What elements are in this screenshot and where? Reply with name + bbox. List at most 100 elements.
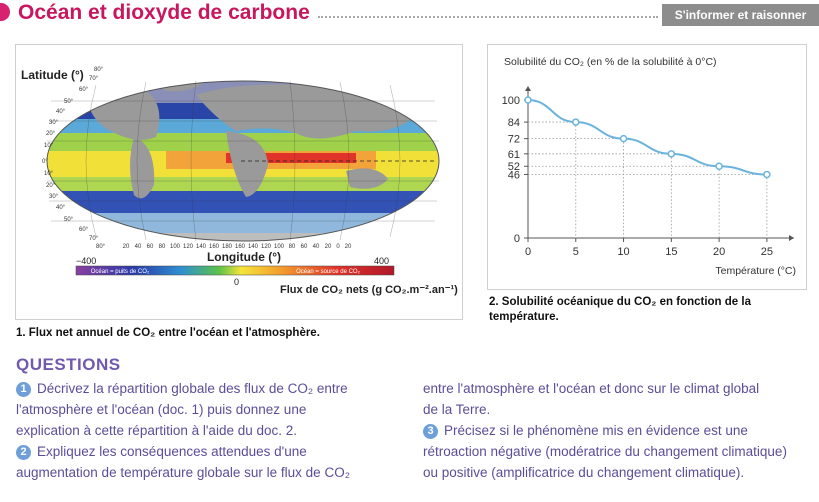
lon-tick: 140 bbox=[248, 244, 259, 250]
title-divider bbox=[318, 8, 658, 18]
question-line: entre l'atmosphère et l'océan et donc su… bbox=[423, 381, 760, 396]
lon-tick: 40 bbox=[313, 244, 320, 250]
latitude-label: Latitude (°) bbox=[21, 68, 84, 82]
lon-tick: 180 bbox=[222, 244, 233, 250]
question-2-continued: entre l'atmosphère et l'océan et donc su… bbox=[423, 378, 815, 483]
question-line: rétroaction négative (modératrice du cha… bbox=[423, 444, 787, 459]
question-line: explication à cette répartition à l'aide… bbox=[16, 423, 298, 438]
question-1: 1 Décrivez la répartition globale des flu… bbox=[16, 378, 411, 483]
lat-tick: 30° bbox=[49, 120, 59, 126]
data-point bbox=[524, 96, 532, 104]
lat-tick: 10° bbox=[44, 171, 54, 177]
lon-tick: 140 bbox=[196, 244, 207, 250]
solubility-chart-panel: Solubilité du CO₂ (en % de la solubilité… bbox=[487, 44, 807, 290]
map-flux-field bbox=[47, 81, 439, 241]
question-line: Décrivez la répartition globale des flux… bbox=[37, 381, 348, 396]
lon-tick: 80 bbox=[289, 244, 296, 250]
flux-color-scale bbox=[75, 265, 395, 276]
y-axis-arrow bbox=[525, 86, 531, 91]
lat-tick: 30° bbox=[49, 194, 59, 200]
question-line: l'atmosphère et l'océan (doc. 1) puis do… bbox=[16, 402, 307, 417]
x-axis-arrow bbox=[789, 235, 794, 241]
chart-axes bbox=[525, 86, 794, 241]
chart-series bbox=[524, 96, 771, 179]
solubility-chart: Solubilité du CO₂ (en % de la solubilité… bbox=[502, 56, 796, 277]
question-line: Expliquez les conséquences attendues d'u… bbox=[37, 444, 307, 459]
co2-flux-map-panel: Latitude (°) 80° 70° 60° 50° 40° 30° 20°… bbox=[15, 44, 463, 320]
lat-tick: 20° bbox=[46, 183, 56, 189]
latitude-ticks: 80° 70° 60° 50° 40° 30° 20° 10° 0° 10° 2… bbox=[42, 67, 106, 250]
lat-tick: 70° bbox=[89, 236, 99, 242]
scale-sink-label: Océan = puits de CO₂ bbox=[91, 269, 150, 275]
y-tick-label: 100 bbox=[502, 95, 520, 107]
longitude-label: Longitude (°) bbox=[207, 250, 281, 264]
lat-tick: 10° bbox=[44, 143, 54, 149]
data-point bbox=[667, 150, 676, 158]
lon-tick: 160 bbox=[209, 244, 220, 250]
question-line: ou positive (amplificatrice du changemen… bbox=[423, 465, 745, 480]
lon-tick: 80 bbox=[159, 244, 166, 250]
x-tick-label: 0 bbox=[525, 246, 531, 258]
map-graticule bbox=[47, 80, 439, 242]
solubility-curve bbox=[527, 99, 767, 176]
x-tick-label: 25 bbox=[761, 246, 773, 258]
doc1-caption: 1. Flux net annuel de CO₂ entre l'océan … bbox=[16, 327, 320, 339]
lon-tick: 0 bbox=[336, 244, 340, 250]
lon-tick: 60 bbox=[301, 244, 308, 250]
lat-tick: 80° bbox=[94, 67, 104, 73]
lat-tick: 50° bbox=[64, 217, 74, 223]
question-line: de la Terre. bbox=[423, 402, 491, 417]
scale-source-label: Océan = source de CO₂ bbox=[296, 269, 361, 275]
lon-tick: 120 bbox=[261, 244, 272, 250]
lon-tick: 60 bbox=[147, 244, 154, 250]
lat-tick: 70° bbox=[89, 76, 99, 82]
x-tick-label: 20 bbox=[713, 246, 725, 258]
longitude-ticks: 20 40 60 80 100 120 140 160 180 160 140 … bbox=[123, 244, 352, 250]
section-tab: S'informer et raisonner bbox=[662, 4, 819, 26]
page-title: Océan et dioxyde de carbone bbox=[18, 1, 310, 24]
scale-min-label: −400 bbox=[76, 256, 96, 266]
lon-tick: 20 bbox=[325, 244, 332, 250]
lat-tick: 0° bbox=[42, 159, 48, 165]
lon-tick: 100 bbox=[170, 244, 181, 250]
lon-tick: 160 bbox=[235, 244, 246, 250]
x-tick-label: 15 bbox=[665, 246, 677, 258]
lon-tick: 100 bbox=[274, 244, 285, 250]
lon-tick: 40 bbox=[135, 244, 142, 250]
lat-tick: 40° bbox=[56, 205, 66, 211]
co2-flux-map: Latitude (°) 80° 70° 60° 50° 40° 30° 20°… bbox=[21, 67, 458, 296]
lon-tick: 20 bbox=[123, 244, 130, 250]
y-tick-label: 72 bbox=[508, 134, 520, 146]
question-line: augmentation de température globale sur … bbox=[16, 465, 350, 480]
y-tick-label: 46 bbox=[508, 170, 520, 182]
scale-max-label: 400 bbox=[374, 256, 389, 266]
title-bullet-icon bbox=[0, 3, 10, 21]
question-number-icon: 3 bbox=[423, 424, 438, 439]
data-point bbox=[619, 134, 628, 143]
x-tick-label: 5 bbox=[573, 246, 579, 258]
scale-zero-label: 0 bbox=[234, 277, 239, 287]
lat-tick: 80° bbox=[96, 244, 106, 250]
data-point bbox=[763, 170, 771, 179]
chart-guides bbox=[528, 121, 768, 238]
question-line: Précisez si le phénomène mis en évidence… bbox=[444, 423, 748, 438]
y-tick-label: 61 bbox=[508, 149, 520, 161]
lat-tick: 50° bbox=[64, 99, 74, 105]
x-axis-label: Température (°C) bbox=[715, 265, 796, 277]
y-tick-label: 0 bbox=[514, 233, 520, 245]
y-tick-label: 84 bbox=[508, 117, 520, 129]
lat-tick: 40° bbox=[56, 109, 66, 115]
data-point bbox=[572, 118, 580, 126]
lon-tick: 120 bbox=[183, 244, 194, 250]
x-tick-label: 10 bbox=[617, 246, 629, 258]
question-number-icon: 2 bbox=[16, 445, 31, 460]
data-point bbox=[715, 162, 723, 170]
lon-tick: 20 bbox=[345, 244, 352, 250]
question-number-icon: 1 bbox=[16, 382, 31, 397]
lat-tick: 60° bbox=[79, 87, 89, 93]
lat-tick: 60° bbox=[79, 227, 89, 233]
flux-units-label: Flux de CO₂ nets (g CO₂.m⁻².an⁻¹) bbox=[280, 284, 458, 296]
questions-heading: QUESTIONS bbox=[16, 355, 121, 374]
y-axis-label: Solubilité du CO₂ (en % de la solubilité… bbox=[504, 56, 717, 68]
